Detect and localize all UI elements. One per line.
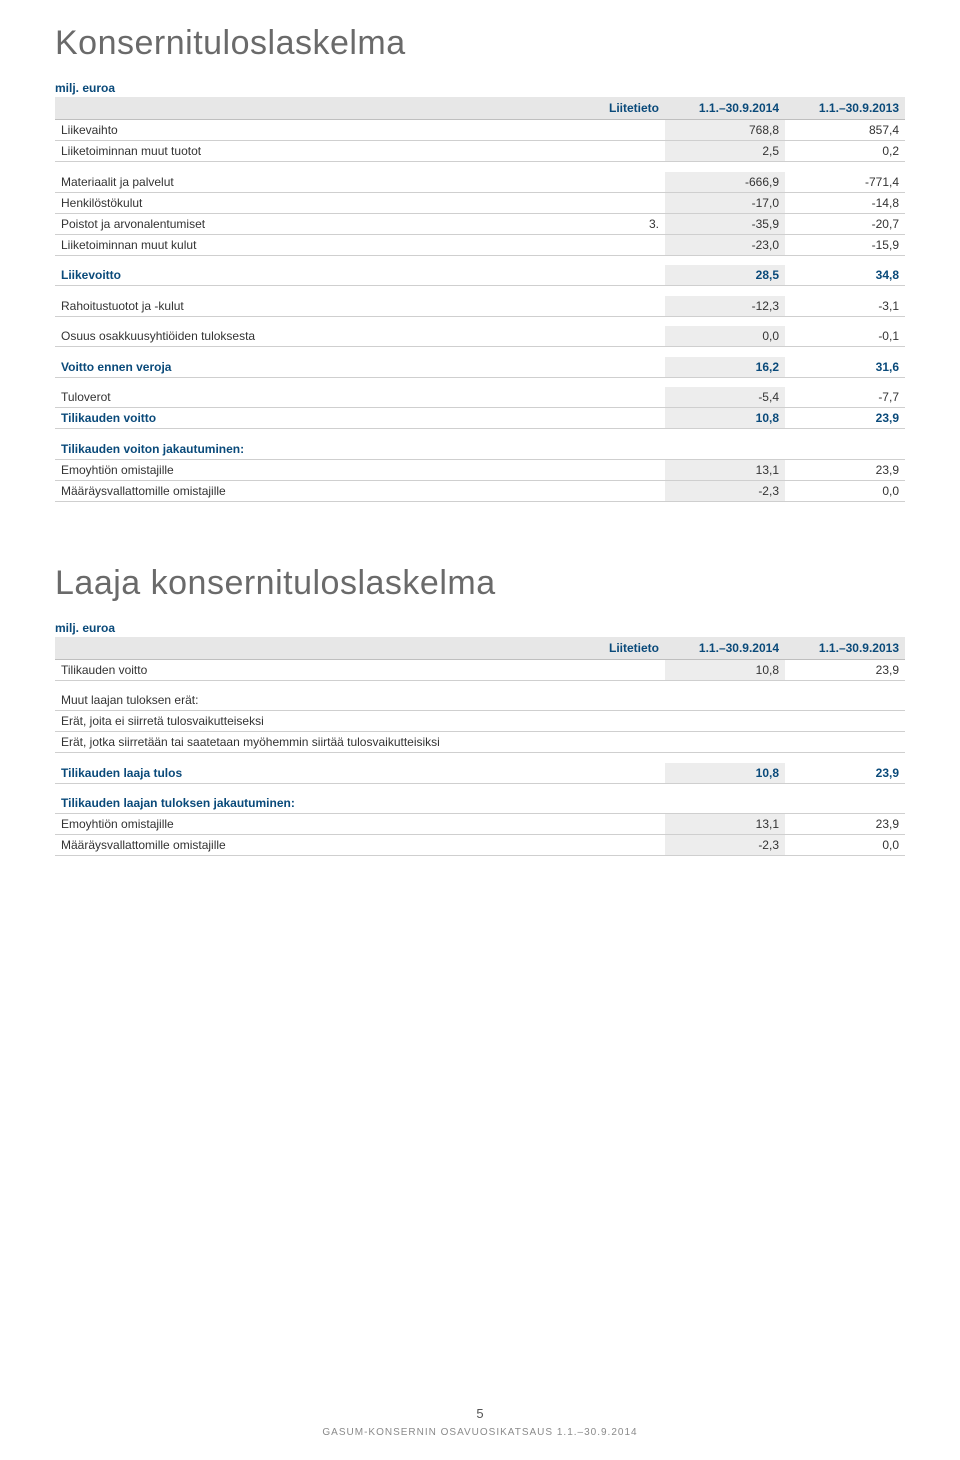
table-header-row: Liitetieto 1.1.–30.9.2014 1.1.–30.9.2013 (55, 97, 905, 120)
table-row: Tilikauden laaja tulos10,823,9 (55, 763, 905, 784)
section-title-2: Laaja konsernituloslaskelma (55, 564, 905, 603)
table-row: Tuloverot-5,4-7,7 (55, 387, 905, 408)
col-liitetieto: Liitetieto (555, 97, 665, 120)
table-row: Rahoitustuotot ja -kulut-12,3-3,1 (55, 296, 905, 317)
table-row: Muut laajan tuloksen erät: (55, 690, 905, 711)
table-row: Osuus osakkuusyhtiöiden tuloksesta0,0-0,… (55, 326, 905, 347)
income-statement-table: Liitetieto 1.1.–30.9.2014 1.1.–30.9.2013… (55, 97, 905, 502)
section-title-1: Konsernituloslaskelma (55, 24, 905, 63)
table-row: Tilikauden voiton jakautuminen: (55, 439, 905, 460)
col-liitetieto: Liitetieto (555, 637, 665, 660)
footer-text: GASUM-KONSERNIN OSAVUOSIKATSAUS 1.1.–30.… (0, 1427, 960, 1438)
unit-label-1: milj. euroa (55, 81, 905, 95)
table-row: Poistot ja arvonalentumiset3.-35,9-20,7 (55, 213, 905, 234)
table-row: Tilikauden voitto10,823,9 (55, 659, 905, 680)
table-header-row: Liitetieto 1.1.–30.9.2014 1.1.–30.9.2013 (55, 637, 905, 660)
table-row: Tilikauden laajan tuloksen jakautuminen: (55, 793, 905, 814)
page-footer: 5 GASUM-KONSERNIN OSAVUOSIKATSAUS 1.1.–3… (0, 1406, 960, 1438)
table-row: Voitto ennen veroja16,231,6 (55, 357, 905, 378)
col-2013: 1.1.–30.9.2013 (785, 97, 905, 120)
table-row: Liikevoitto28,534,8 (55, 265, 905, 286)
comprehensive-income-table: Liitetieto 1.1.–30.9.2014 1.1.–30.9.2013… (55, 637, 905, 857)
table-row: Emoyhtiön omistajille13,123,9 (55, 814, 905, 835)
table-row: Erät, jotka siirretään tai saatetaan myö… (55, 732, 905, 753)
table-row: Tilikauden voitto10,823,9 (55, 408, 905, 429)
table-row: Määräysvallattomille omistajille-2,30,0 (55, 835, 905, 856)
col-2013: 1.1.–30.9.2013 (785, 637, 905, 660)
page-number: 5 (0, 1406, 960, 1421)
col-2014: 1.1.–30.9.2014 (665, 637, 785, 660)
table-row: Materiaalit ja palvelut-666,9-771,4 (55, 172, 905, 193)
table-row: Emoyhtiön omistajille13,123,9 (55, 459, 905, 480)
table-row: Liiketoiminnan muut kulut-23,0-15,9 (55, 234, 905, 255)
table-row: Erät, joita ei siirretä tulosvaikutteise… (55, 711, 905, 732)
table-row: Henkilöstökulut-17,0-14,8 (55, 192, 905, 213)
col-2014: 1.1.–30.9.2014 (665, 97, 785, 120)
table-row: Liikevaihto768,8857,4 (55, 120, 905, 141)
table-row: Liiketoiminnan muut tuotot2,50,2 (55, 141, 905, 162)
unit-label-2: milj. euroa (55, 621, 905, 635)
table-row: Määräysvallattomille omistajille-2,30,0 (55, 480, 905, 501)
